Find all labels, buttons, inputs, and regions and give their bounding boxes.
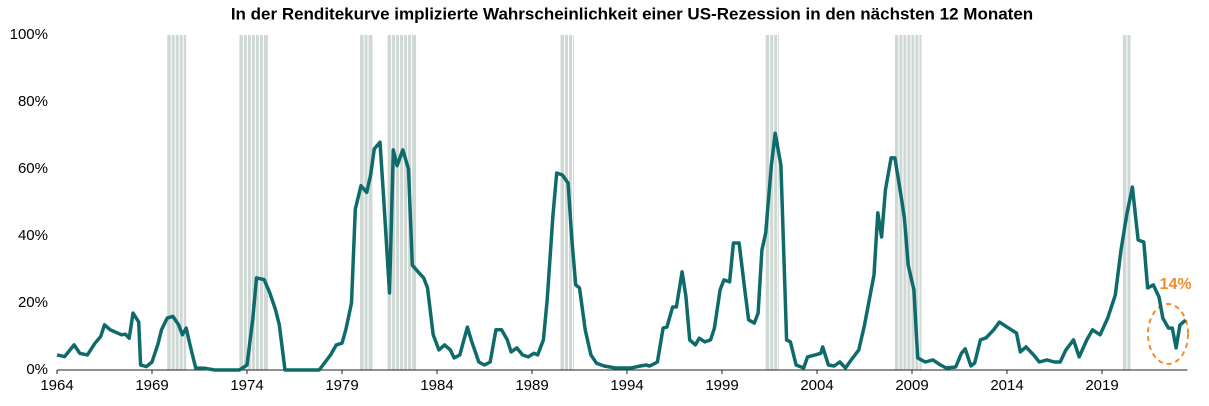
y-tick-label: 20%: [18, 294, 48, 311]
line-series: [56, 131, 1187, 372]
chart-title: In der Renditekurve implizierte Wahrsche…: [231, 4, 1033, 23]
y-tick-label: 100%: [10, 26, 48, 43]
y-tick-label: 0%: [26, 361, 48, 378]
x-tick-label: 1964: [40, 377, 73, 394]
recession-band: [360, 35, 373, 370]
x-tick-label: 1994: [610, 377, 643, 394]
y-tick-label: 40%: [18, 227, 48, 244]
x-tick-label: 1989: [515, 377, 548, 394]
x-tick-label: 2019: [1085, 377, 1118, 394]
recession-band: [167, 35, 187, 370]
y-tick-label: 60%: [18, 160, 48, 177]
recession-band: [765, 35, 779, 370]
highlight-circle: [1147, 303, 1189, 365]
x-tick-label: 1979: [325, 377, 358, 394]
x-tick-label: 1969: [135, 377, 168, 394]
x-tick-label: 1999: [705, 377, 738, 394]
y-tick-label: 80%: [18, 93, 48, 110]
x-tick-label: 2009: [895, 377, 928, 394]
x-tick-label: 1974: [230, 377, 263, 394]
recession-band: [560, 35, 574, 370]
x-tick-label: 2014: [990, 377, 1023, 394]
x-tick-label: 1984: [420, 377, 453, 394]
x-tick-label: 2004: [800, 377, 833, 394]
annotation: 14%: [1160, 276, 1192, 293]
